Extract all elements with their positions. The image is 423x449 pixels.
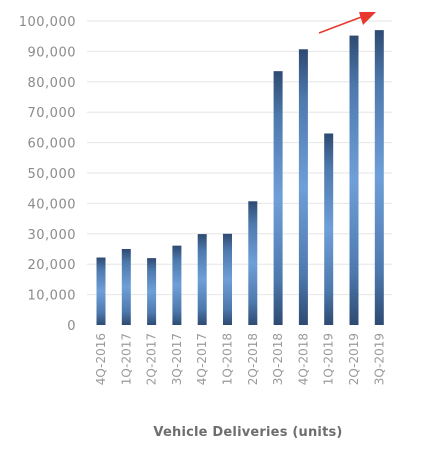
y-tick-label: 80,000 [28,76,77,91]
bar-3q-2018 [273,71,283,325]
y-tick-label: 10,000 [28,289,77,304]
bar-1q-2018 [223,233,232,325]
y-tick-label: 70,000 [28,106,77,121]
x-tick-label: 2Q-2017 [145,333,159,385]
gridlines [87,20,392,296]
bar-1q-2017 [121,249,131,325]
y-tick-label: 90,000 [28,45,77,60]
y-tick-label: 0 [67,319,76,334]
annotation-arrow [318,12,376,34]
arrow-shaft [318,15,365,34]
bar-4q-2017 [197,234,207,325]
bar-3q-2017 [172,245,182,325]
y-tick-label: 60,000 [28,137,77,152]
bar-1q-2019 [324,133,334,325]
x-axis-tick-labels: 4Q-2016 1Q-2017 2Q-2017 3Q-2017 4Q-2017 1Q-20… [94,333,386,385]
x-tick-label: 4Q-2017 [195,333,209,385]
x-tick-label: 4Q-2018 [296,333,310,385]
y-tick-label: 50,000 [28,167,77,182]
x-tick-label: 2Q-2019 [347,333,361,385]
bar-2q-2019 [349,35,359,325]
bar-3q-2019 [374,30,384,326]
y-tick-label: 40,000 [28,197,77,212]
x-tick-label: 1Q-2018 [221,333,235,385]
x-tick-label: 2Q-2018 [246,333,260,385]
x-tick-label: 4Q-2016 [94,333,108,385]
x-tick-label: 1Q-2019 [322,333,336,385]
bar-2q-2018 [248,201,258,325]
x-tick-label: 1Q-2017 [119,333,133,385]
bars [96,30,384,326]
y-tick-label: 30,000 [28,228,77,243]
arrow-head [359,12,376,25]
y-tick-label: 100,000 [19,15,76,30]
y-axis-tick-labels: 0 10,000 20,000 30,000 40,000 50,000 60,000 70,… [19,15,76,334]
x-tick-label: 3Q-2018 [271,333,285,385]
x-tick-label: 3Q-2019 [372,333,386,385]
bar-4q-2016 [96,257,106,325]
bar-2q-2017 [147,258,157,325]
x-axis-title: Vehicle Deliveries (units) [153,425,342,440]
y-tick-label: 20,000 [28,258,77,273]
bar-4q-2018 [298,49,308,325]
x-tick-label: 3Q-2017 [170,333,184,385]
